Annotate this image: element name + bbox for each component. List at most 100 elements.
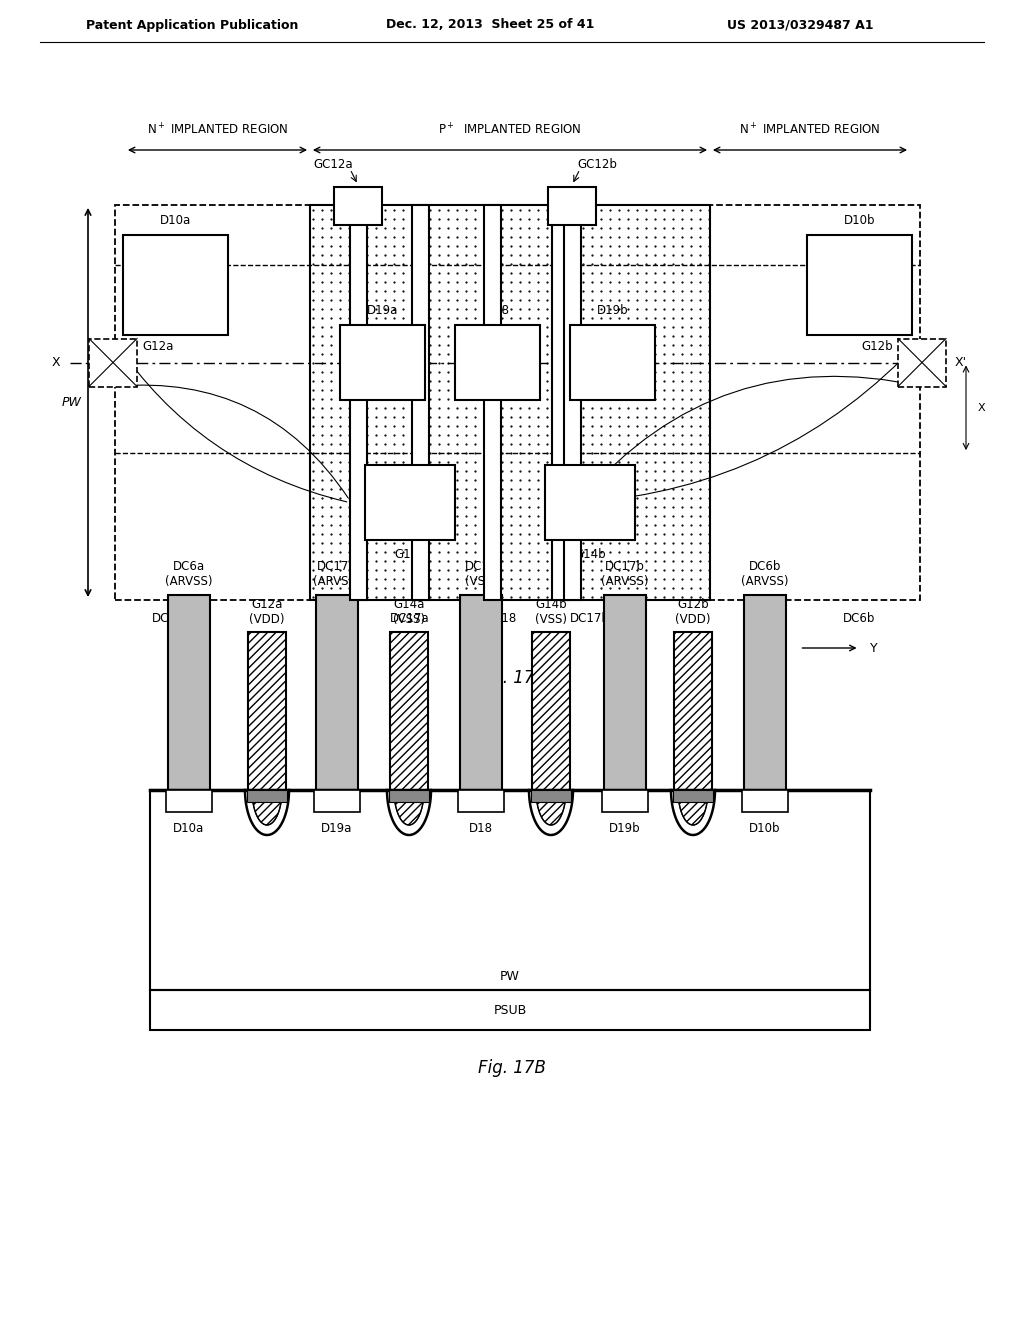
Bar [123, 235, 228, 335]
Bar [310, 205, 710, 601]
Text: PSUB: PSUB [494, 1003, 526, 1016]
Bar [166, 789, 212, 812]
Bar [340, 325, 425, 400]
Text: DC6b: DC6b [844, 611, 876, 624]
Bar [460, 595, 502, 789]
Polygon shape [387, 789, 431, 836]
Text: Fig. 17A: Fig. 17A [478, 669, 546, 686]
Text: X': X' [955, 356, 967, 370]
Text: PW: PW [500, 969, 520, 982]
Polygon shape [536, 789, 566, 825]
Text: D19a: D19a [322, 821, 352, 834]
Bar [744, 595, 786, 789]
Text: N$^+$P$^+$: N$^+$P$^+$ [322, 795, 352, 808]
Polygon shape [252, 789, 282, 825]
Text: D18: D18 [485, 305, 510, 318]
Text: G14a: G14a [394, 549, 426, 561]
Bar [150, 990, 870, 1030]
Bar [563, 205, 581, 601]
Polygon shape [245, 789, 289, 836]
Polygon shape [671, 789, 715, 836]
Text: G12a: G12a [142, 341, 173, 352]
Bar [602, 789, 648, 812]
Text: Fig. 17B: Fig. 17B [478, 1059, 546, 1077]
Text: G14b: G14b [536, 598, 567, 610]
Bar [548, 187, 596, 224]
Bar [532, 632, 570, 789]
Text: N$^+$ IMPLANTED REGION: N$^+$ IMPLANTED REGION [146, 123, 289, 137]
Polygon shape [394, 789, 424, 825]
Bar [314, 789, 360, 812]
Bar [150, 789, 870, 990]
Bar [89, 338, 137, 387]
Text: D18: D18 [469, 821, 493, 834]
Text: P$^+$: P$^+$ [474, 795, 488, 808]
Text: X: X [51, 356, 60, 370]
Text: US 2013/0329487 A1: US 2013/0329487 A1 [727, 18, 873, 32]
Text: G14b: G14b [574, 549, 606, 561]
Bar [334, 187, 382, 224]
Polygon shape [529, 789, 573, 836]
Text: GC12b: GC12b [577, 158, 616, 172]
Bar [674, 632, 712, 789]
Bar [316, 595, 358, 789]
Bar [115, 205, 920, 601]
Text: Y: Y [869, 642, 878, 655]
Text: DC6b: DC6b [749, 561, 781, 573]
Text: D10b: D10b [844, 214, 876, 227]
Bar [673, 789, 713, 803]
Bar [247, 789, 287, 803]
Text: (ARVSS): (ARVSS) [165, 576, 213, 589]
Text: Patent Application Publication: Patent Application Publication [86, 18, 298, 32]
Text: D10a: D10a [173, 821, 205, 834]
Text: X: X [978, 403, 986, 413]
Text: N$^+$: N$^+$ [757, 795, 773, 808]
Text: (ARVSS): (ARVSS) [313, 576, 360, 589]
Bar [412, 205, 428, 601]
Bar [531, 789, 571, 803]
Text: D10b: D10b [750, 821, 780, 834]
Text: DC17b: DC17b [605, 561, 645, 573]
Bar [455, 325, 540, 400]
Text: (VDD): (VDD) [675, 612, 711, 626]
Text: (ARVSS): (ARVSS) [601, 576, 649, 589]
Bar [390, 632, 428, 789]
Text: P$^+$  IMPLANTED REGION: P$^+$ IMPLANTED REGION [438, 123, 582, 137]
Bar [458, 789, 504, 812]
Text: P$^+$N$^+$: P$^+$N$^+$ [610, 795, 640, 808]
Text: (VSS): (VSS) [535, 612, 567, 626]
Text: (ARVSS): (ARVSS) [741, 576, 788, 589]
Text: GC12a: GC12a [313, 158, 353, 172]
Text: N$^+$ IMPLANTED REGION: N$^+$ IMPLANTED REGION [739, 123, 881, 137]
Text: DC17b: DC17b [570, 611, 610, 624]
Bar [604, 595, 646, 789]
Bar [248, 632, 286, 789]
Text: (VSS): (VSS) [393, 612, 425, 626]
Text: DC18: DC18 [484, 611, 517, 624]
Bar [570, 325, 655, 400]
Text: Dec. 12, 2013  Sheet 25 of 41: Dec. 12, 2013 Sheet 25 of 41 [386, 18, 594, 32]
Bar [807, 235, 912, 335]
Bar [742, 789, 788, 812]
Text: DC6a: DC6a [173, 561, 205, 573]
Text: D19b: D19b [597, 305, 629, 318]
Text: DC6a: DC6a [152, 611, 183, 624]
Text: G12b: G12b [861, 341, 893, 352]
Text: DC18: DC18 [465, 561, 497, 573]
Bar [898, 338, 946, 387]
Bar [552, 205, 568, 601]
Bar [365, 465, 455, 540]
Bar [168, 595, 210, 789]
Text: N$^+$: N$^+$ [181, 795, 197, 808]
Text: D19b: D19b [609, 821, 641, 834]
Text: D10a: D10a [160, 214, 191, 227]
Text: PW: PW [62, 396, 82, 409]
Bar [483, 205, 501, 601]
Text: G12b: G12b [677, 598, 709, 610]
Text: (VDD): (VDD) [249, 612, 285, 626]
Text: (VSS): (VSS) [465, 576, 497, 589]
Bar [545, 465, 635, 540]
Bar [389, 789, 429, 803]
Text: G12a: G12a [251, 598, 283, 610]
Bar [349, 205, 367, 601]
